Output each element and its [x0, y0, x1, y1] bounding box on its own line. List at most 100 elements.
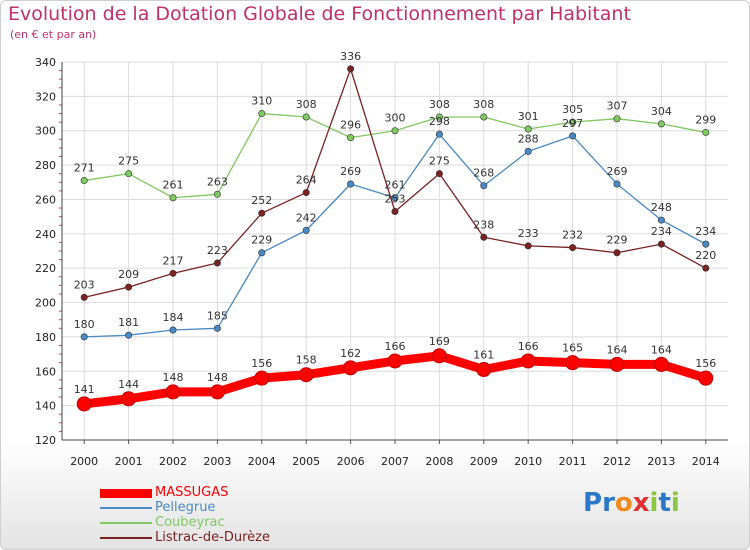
data-point: [657, 216, 665, 224]
data-label: 148: [207, 371, 228, 384]
data-point: [520, 353, 536, 369]
data-point: [298, 367, 314, 383]
y-tick-label: 120: [35, 434, 56, 447]
data-point: [254, 370, 270, 386]
data-label: 299: [695, 113, 716, 126]
data-point: [613, 115, 621, 123]
x-tick-label: 2012: [603, 455, 631, 468]
data-label: 305: [562, 103, 583, 116]
data-label: 298: [429, 115, 450, 128]
data-point: [391, 207, 399, 215]
data-label: 229: [251, 234, 272, 247]
data-label: 301: [518, 110, 539, 123]
data-label: 164: [607, 343, 628, 356]
data-point: [213, 190, 221, 198]
data-label: 148: [163, 371, 184, 384]
data-point: [125, 170, 133, 178]
y-tick-label: 300: [35, 125, 56, 138]
data-label: 232: [562, 229, 583, 242]
x-tick-label: 2003: [203, 455, 231, 468]
logo-letter: i: [649, 488, 659, 518]
data-point: [125, 283, 133, 291]
data-point: [435, 130, 443, 138]
data-label: 261: [163, 179, 184, 192]
data-label: 165: [562, 342, 583, 355]
chart-title: Evolution de la Dotation Globale de Fonc…: [8, 3, 631, 25]
data-point: [125, 331, 133, 339]
logo-letter: i: [670, 488, 680, 518]
data-point: [76, 396, 92, 412]
data-point: [569, 118, 577, 126]
x-tick-label: 2011: [559, 455, 587, 468]
data-label: 300: [385, 112, 406, 125]
y-tick-label: 260: [35, 193, 56, 206]
x-tick-label: 2001: [115, 455, 143, 468]
data-point: [347, 180, 355, 188]
data-point: [565, 355, 581, 371]
data-point: [213, 259, 221, 267]
data-label: 181: [118, 316, 139, 329]
data-label: 223: [207, 244, 228, 257]
legend-swatch: [100, 537, 152, 539]
data-point: [391, 127, 399, 135]
data-label: 229: [607, 234, 628, 247]
y-tick-label: 280: [35, 159, 56, 172]
data-point: [657, 120, 665, 128]
data-label: 336: [340, 50, 361, 63]
data-label: 263: [207, 175, 228, 188]
x-tick-label: 2004: [248, 455, 276, 468]
data-label: 180: [74, 318, 95, 331]
data-point: [435, 170, 443, 178]
data-label: 234: [695, 225, 716, 238]
x-tick-label: 2006: [337, 455, 365, 468]
logo-letter: o: [614, 488, 633, 518]
data-label: 156: [251, 357, 272, 370]
data-label-layer: 180 181 184 185 229 242 269 261 298 268 288 297 269 2…: [74, 50, 717, 396]
legend-swatch: [100, 507, 152, 509]
data-label: 308: [473, 98, 494, 111]
x-tick-label: 2005: [292, 455, 320, 468]
data-point: [258, 209, 266, 217]
data-point: [391, 194, 399, 202]
chart-subtitle: (en € et par an): [10, 28, 97, 41]
data-label: 269: [607, 165, 628, 178]
x-tick-label: 2008: [425, 455, 453, 468]
data-point: [569, 244, 577, 252]
data-label: 238: [473, 218, 494, 231]
x-tick-label: 2014: [692, 455, 720, 468]
data-point: [387, 353, 403, 369]
data-label: 166: [518, 340, 539, 353]
legend-label: Pellegrue: [155, 500, 216, 515]
x-tick-label: 2009: [470, 455, 498, 468]
x-tick-label: 2000: [70, 455, 98, 468]
data-point: [524, 242, 532, 250]
data-point: [347, 134, 355, 142]
data-label: 203: [74, 278, 95, 291]
data-label: 275: [118, 155, 139, 168]
data-point: [343, 360, 359, 376]
data-point: [169, 194, 177, 202]
data-label: 184: [163, 311, 184, 324]
legend-swatch: [100, 489, 152, 498]
data-point: [480, 233, 488, 241]
data-label: 185: [207, 309, 228, 322]
data-label: 234: [651, 225, 672, 238]
legend-label: Listrac-de-Durèze: [155, 530, 270, 545]
data-point: [258, 249, 266, 257]
data-point: [169, 269, 177, 277]
data-point: [213, 324, 221, 332]
data-label: 297: [562, 117, 583, 130]
data-label: 252: [251, 194, 272, 207]
x-tick-label: 2007: [381, 455, 409, 468]
data-label: 156: [695, 357, 716, 370]
data-point: [165, 384, 181, 400]
data-point: [657, 240, 665, 248]
data-point: [258, 110, 266, 118]
y-tick-label: 140: [35, 400, 56, 413]
data-label: 269: [340, 165, 361, 178]
data-point: [702, 264, 710, 272]
proxiti-logo: Proxiti: [583, 488, 680, 518]
data-label: 141: [74, 383, 95, 396]
y-tick-label: 200: [35, 297, 56, 310]
